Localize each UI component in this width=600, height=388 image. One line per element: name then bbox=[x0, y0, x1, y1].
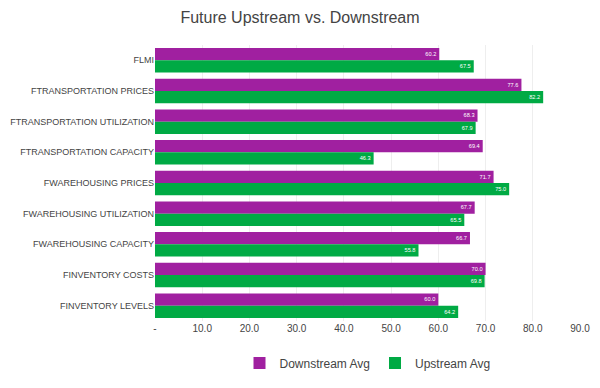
svg-text:70.0: 70.0 bbox=[472, 266, 483, 272]
svg-text:70.0: 70.0 bbox=[476, 323, 496, 334]
svg-text:50.0: 50.0 bbox=[381, 323, 401, 334]
svg-text:60.0: 60.0 bbox=[424, 296, 435, 302]
svg-text:-: - bbox=[153, 323, 156, 334]
svg-text:FINVENTORY LEVELS: FINVENTORY LEVELS bbox=[60, 301, 154, 311]
svg-text:FTRANSPORTATION PRICES: FTRANSPORTATION PRICES bbox=[31, 86, 154, 96]
svg-text:60.0: 60.0 bbox=[429, 323, 449, 334]
svg-text:65.5: 65.5 bbox=[450, 217, 461, 223]
svg-text:30.0: 30.0 bbox=[287, 323, 307, 334]
svg-text:66.7: 66.7 bbox=[456, 235, 467, 241]
svg-text:FTRANSPORTATION UTILIZATION: FTRANSPORTATION UTILIZATION bbox=[10, 117, 154, 127]
svg-text:67.7: 67.7 bbox=[461, 204, 472, 210]
svg-text:FWAREHOUSING UTILIZATION: FWAREHOUSING UTILIZATION bbox=[23, 209, 154, 219]
svg-text:69.8: 69.8 bbox=[471, 278, 482, 284]
svg-text:FTRANSPORTATION CAPACITY: FTRANSPORTATION CAPACITY bbox=[20, 147, 154, 157]
svg-text:10.0: 10.0 bbox=[192, 323, 212, 334]
svg-text:64.2: 64.2 bbox=[444, 309, 455, 315]
svg-text:FINVENTORY COSTS: FINVENTORY COSTS bbox=[63, 270, 154, 280]
svg-text:FWAREHOUSING CAPACITY: FWAREHOUSING CAPACITY bbox=[33, 239, 154, 249]
svg-text:Future Upstream vs. Downstream: Future Upstream vs. Downstream bbox=[180, 9, 419, 26]
svg-text:FLMI: FLMI bbox=[133, 55, 154, 65]
svg-text:82.2: 82.2 bbox=[529, 94, 540, 100]
svg-text:67.5: 67.5 bbox=[460, 63, 471, 69]
svg-text:67.9: 67.9 bbox=[462, 125, 473, 131]
svg-text:46.3: 46.3 bbox=[360, 155, 371, 161]
svg-text:20.0: 20.0 bbox=[240, 323, 260, 334]
svg-text:69.4: 69.4 bbox=[469, 143, 480, 149]
svg-text:40.0: 40.0 bbox=[334, 323, 354, 334]
svg-text:71.7: 71.7 bbox=[480, 174, 491, 180]
svg-text:60.2: 60.2 bbox=[425, 51, 436, 57]
svg-text:90.0: 90.0 bbox=[570, 323, 590, 334]
svg-text:Upstream Avg: Upstream Avg bbox=[415, 357, 490, 371]
svg-text:Downstream Avg: Downstream Avg bbox=[280, 357, 371, 371]
svg-text:55.8: 55.8 bbox=[405, 247, 416, 253]
svg-text:80.0: 80.0 bbox=[523, 323, 543, 334]
svg-text:77.6: 77.6 bbox=[507, 82, 518, 88]
svg-text:FWAREHOUSING PRICES: FWAREHOUSING PRICES bbox=[44, 178, 154, 188]
svg-text:68.3: 68.3 bbox=[464, 112, 475, 118]
svg-text:75.0: 75.0 bbox=[495, 186, 506, 192]
